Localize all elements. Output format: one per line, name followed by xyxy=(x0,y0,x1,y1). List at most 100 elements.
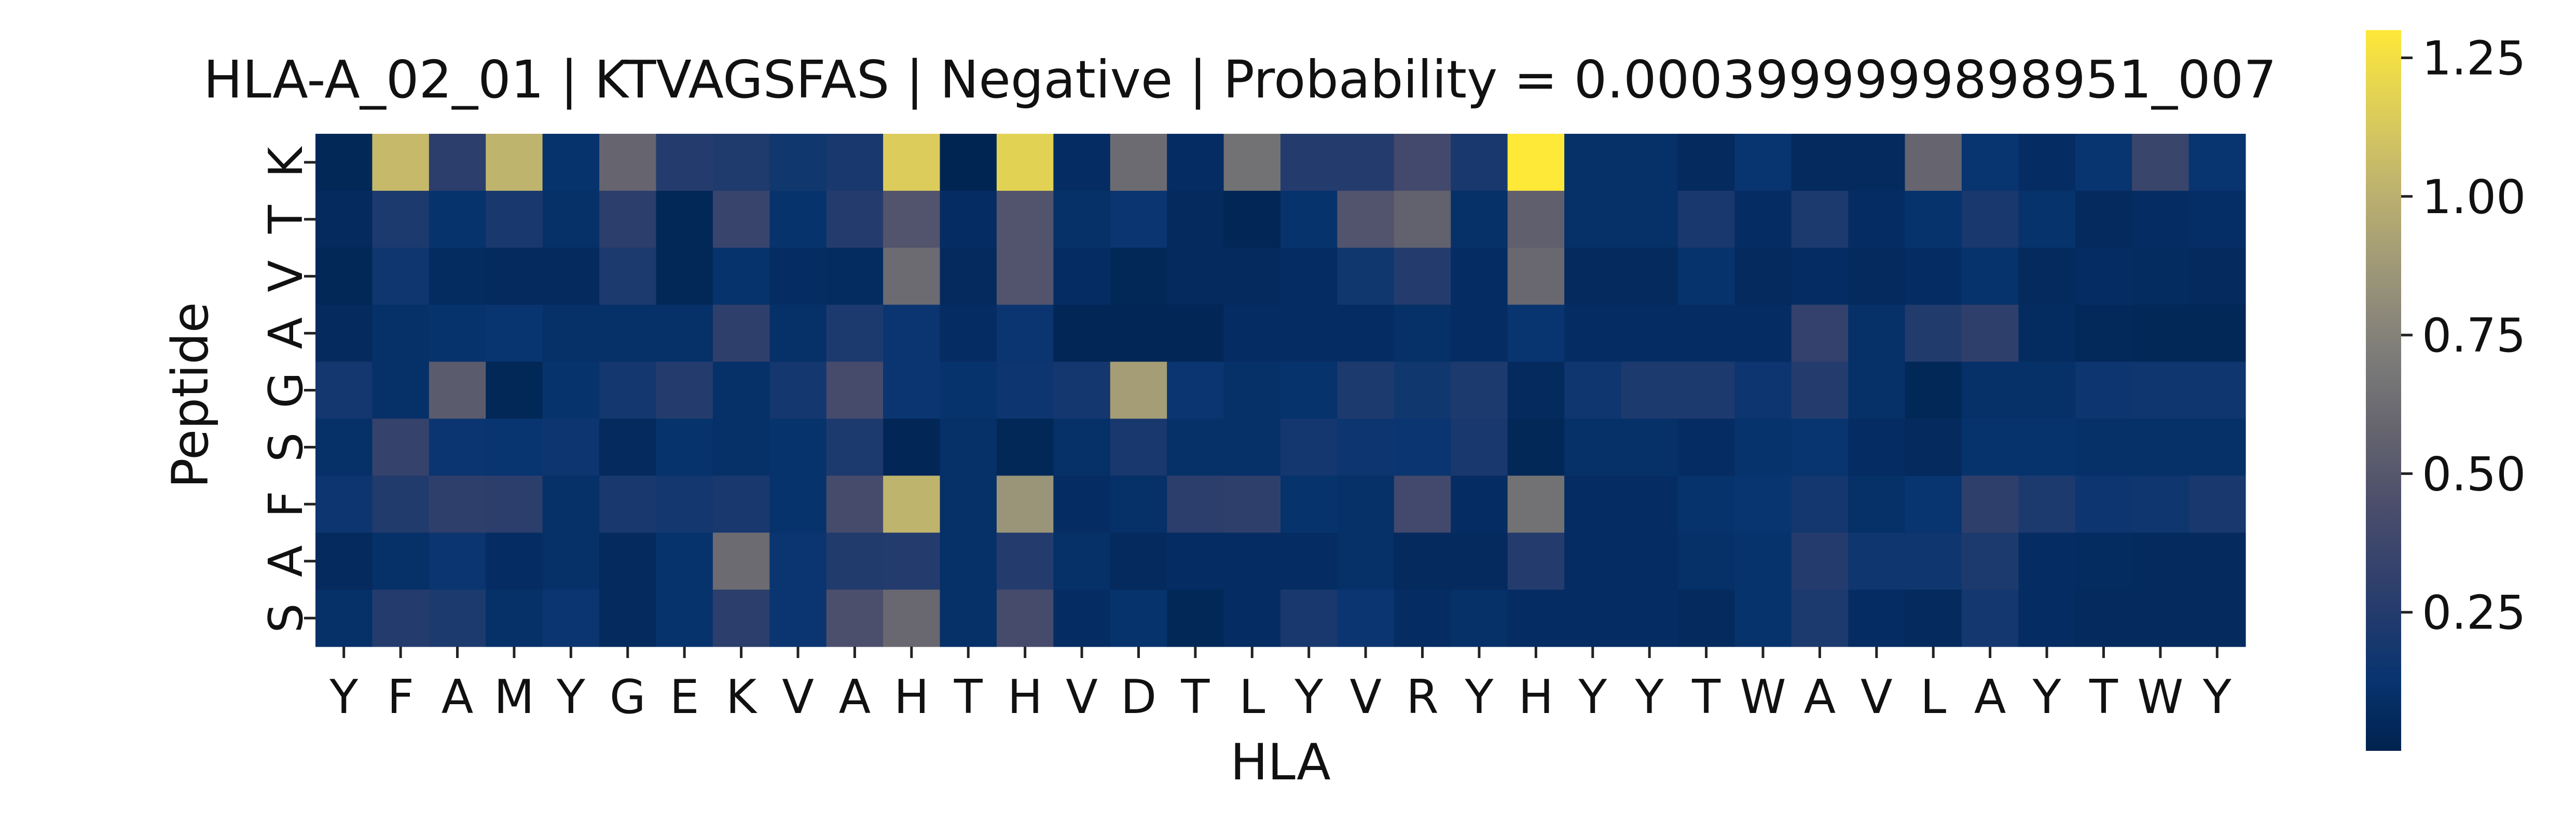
heatmap-cell xyxy=(1167,190,1224,248)
x-axis-label: HLA xyxy=(1230,733,1331,791)
heatmap-cell xyxy=(2132,247,2189,305)
y-tick-label: S xyxy=(259,432,313,462)
heatmap-cell xyxy=(599,247,657,305)
heatmap-cell xyxy=(2018,190,2076,248)
heatmap-cell xyxy=(1564,533,1622,590)
y-tick-label: T xyxy=(259,204,313,234)
heatmap-cell xyxy=(1223,247,1281,305)
heatmap-cell xyxy=(1280,418,1338,476)
heatmap-cell xyxy=(486,361,543,420)
heatmap-cell xyxy=(542,134,600,191)
heatmap-cell xyxy=(1677,304,1735,362)
heatmap-cell xyxy=(315,476,373,533)
x-tick-label: V xyxy=(1066,670,1098,724)
heatmap-cell xyxy=(1564,190,1622,248)
x-tick-label: W xyxy=(1740,670,1786,724)
heatmap-cell xyxy=(996,247,1054,305)
heatmap-cell xyxy=(2188,134,2246,191)
heatmap-cell xyxy=(826,304,884,362)
heatmap-cell xyxy=(542,590,600,647)
heatmap-cell xyxy=(1791,247,1849,305)
heatmap-cell xyxy=(2132,304,2189,362)
heatmap-cell xyxy=(712,418,770,476)
heatmap-cell xyxy=(1337,590,1395,647)
heatmap-cell xyxy=(1223,361,1281,420)
heatmap-cell xyxy=(486,134,543,191)
heatmap-cell xyxy=(1110,590,1167,647)
heatmap-cell xyxy=(1167,247,1224,305)
heatmap-cell xyxy=(1677,361,1735,420)
colorbar-tick-label: 0.50 xyxy=(2422,447,2526,501)
heatmap-cell xyxy=(1451,134,1508,191)
x-tick-label: H xyxy=(1008,670,1043,724)
x-tick-label: W xyxy=(2137,670,2183,724)
heatmap-cell xyxy=(315,361,373,420)
heatmap-cell xyxy=(2132,134,2189,191)
heatmap-cell xyxy=(1564,418,1622,476)
heatmap-cell xyxy=(1961,134,2019,191)
heatmap-cell xyxy=(1905,190,1962,248)
heatmap-cell xyxy=(996,190,1054,248)
heatmap-cell xyxy=(1053,134,1111,191)
heatmap-cell xyxy=(656,247,713,305)
heatmap-cell xyxy=(769,190,827,248)
heatmap-cell xyxy=(1167,134,1224,191)
heatmap-cell xyxy=(1961,361,2019,420)
heatmap-cell xyxy=(1621,134,1678,191)
heatmap-cell xyxy=(429,247,486,305)
x-tick-label: Y xyxy=(1294,670,1324,724)
heatmap-cell xyxy=(1507,418,1565,476)
heatmap-cell xyxy=(315,304,373,362)
heatmap-cell xyxy=(1451,590,1508,647)
heatmap-cell xyxy=(940,304,997,362)
heatmap-cell xyxy=(1451,533,1508,590)
heatmap-cell xyxy=(940,418,997,476)
colorbar-tick-label: 0.25 xyxy=(2422,586,2526,640)
heatmap-cell xyxy=(315,533,373,590)
heatmap-cell xyxy=(2132,361,2189,420)
heatmap-cell xyxy=(1848,418,1906,476)
heatmap-cell xyxy=(542,476,600,533)
heatmap-cell xyxy=(996,361,1054,420)
colorbar-ticks: 0.25 0.50 0.75 1.00 1.25 xyxy=(2401,31,2526,640)
x-tick-label: Y xyxy=(2032,670,2062,724)
x-tick-label: T xyxy=(1691,670,1721,724)
heatmap-cell xyxy=(486,418,543,476)
heatmap-cell xyxy=(712,533,770,590)
heatmap-cell xyxy=(1848,134,1906,191)
heatmap-cell xyxy=(429,533,486,590)
heatmap-cell xyxy=(1905,247,1962,305)
heatmap-cell xyxy=(429,476,486,533)
heatmap-cell xyxy=(2018,590,2076,647)
heatmap-cell xyxy=(996,304,1054,362)
heatmap-cell xyxy=(1394,533,1451,590)
heatmap-cell xyxy=(1280,361,1338,420)
heatmap-cell xyxy=(1053,418,1111,476)
heatmap-cell xyxy=(1621,361,1678,420)
heatmap-cell xyxy=(1791,134,1849,191)
heatmap-cell xyxy=(1905,134,1962,191)
heatmap-cell xyxy=(769,533,827,590)
x-tick-label: V xyxy=(1861,670,1893,724)
heatmap-cell xyxy=(883,247,941,305)
heatmap-cell xyxy=(883,533,941,590)
heatmap-cell xyxy=(2075,590,2132,647)
heatmap-cell xyxy=(883,476,941,533)
heatmap-cell xyxy=(542,247,600,305)
heatmap-cell xyxy=(429,134,486,191)
x-tick-label: Y xyxy=(2202,670,2232,724)
heatmap-cell xyxy=(1507,590,1565,647)
heatmap-cell xyxy=(826,190,884,248)
heatmap-cell xyxy=(1280,476,1338,533)
heatmap-cell xyxy=(769,304,827,362)
heatmap-cell xyxy=(1621,247,1678,305)
x-tick-label: F xyxy=(387,670,414,724)
heatmap-cell xyxy=(1791,418,1849,476)
heatmap-cell xyxy=(656,361,713,420)
heatmap-cell xyxy=(1621,533,1678,590)
heatmap-cell xyxy=(486,590,543,647)
heatmap-cell xyxy=(1961,533,2019,590)
heatmap-cell xyxy=(769,590,827,647)
